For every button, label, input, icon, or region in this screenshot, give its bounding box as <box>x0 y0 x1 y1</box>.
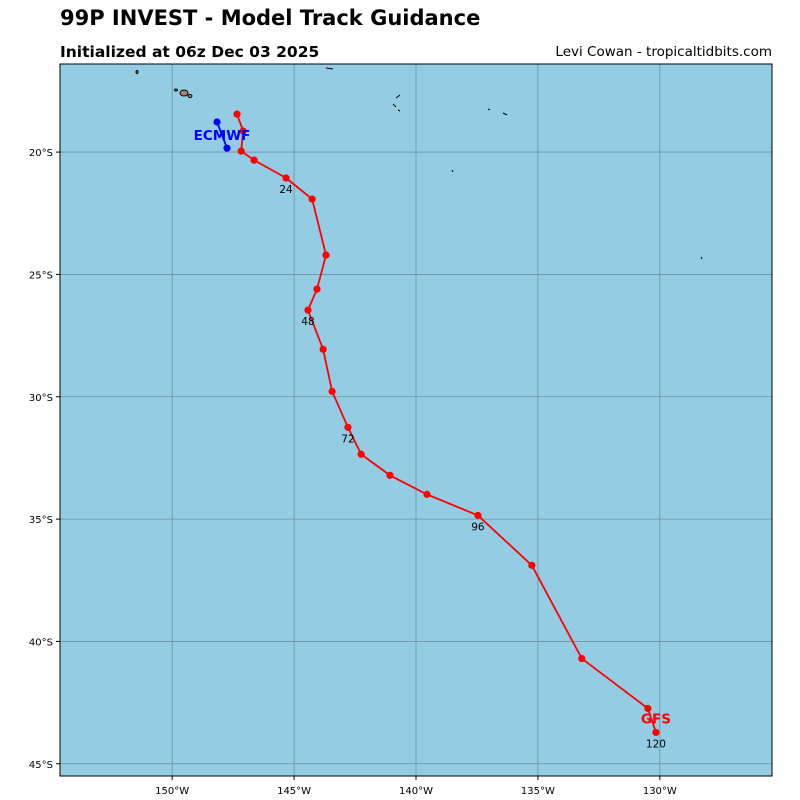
track-ecmwf: ECMWF <box>194 118 251 152</box>
island <box>325 67 334 70</box>
track-point <box>237 147 245 155</box>
track-point <box>250 156 258 164</box>
track-point <box>386 471 394 479</box>
track-point <box>304 306 312 314</box>
island <box>700 256 703 260</box>
track-gfs: 24 48 72 96 120 GFS <box>233 110 671 750</box>
track-point <box>282 174 290 182</box>
lon-tick-label: 140°W <box>399 786 433 797</box>
lat-tick-label: 45°S <box>29 760 53 771</box>
track-point <box>578 654 586 663</box>
track-line <box>236 113 657 733</box>
model-tracks: 24 48 72 96 120 GFS ECMWF <box>194 110 671 750</box>
track-point <box>313 285 321 293</box>
track-point <box>652 728 660 737</box>
track-point <box>357 450 365 458</box>
island <box>451 169 454 173</box>
track-point <box>223 144 231 152</box>
model-label: GFS <box>641 711 671 727</box>
init-time: Initialized at 06z Dec 03 2025 <box>60 43 320 61</box>
model-label: ECMWF <box>194 128 251 144</box>
forecast-hour-label: 72 <box>341 433 354 445</box>
lat-tick-label: 30°S <box>29 393 53 404</box>
track-point <box>233 110 241 118</box>
track-point <box>213 118 221 126</box>
credit: Levi Cowan - tropicaltidbits.com <box>555 44 772 60</box>
island <box>187 94 193 98</box>
island <box>487 108 508 116</box>
island <box>179 89 189 97</box>
track-point <box>239 127 247 135</box>
gridlines <box>60 64 772 776</box>
track-point <box>474 511 482 520</box>
lat-tick-label: 25°S <box>29 270 53 281</box>
island <box>395 94 401 99</box>
forecast-hour-label: 120 <box>646 738 666 750</box>
track-point <box>528 561 536 569</box>
island <box>392 103 401 112</box>
forecast-hour-label: 96 <box>471 521 485 533</box>
lat-tick-label: 40°S <box>29 637 53 648</box>
track-point <box>322 251 330 259</box>
lon-tick-label: 150°W <box>155 786 189 797</box>
lat-tick-label: 20°S <box>29 148 53 159</box>
track-point <box>308 195 316 203</box>
axis-ticks: 150°W 145°W 140°W 135°W 130°W 20°S 25°S 30°S 35°… <box>29 148 677 797</box>
islands <box>135 67 703 260</box>
lon-tick-label: 145°W <box>277 786 311 797</box>
island <box>135 70 139 74</box>
track-point <box>319 345 327 353</box>
forecast-hour-label: 24 <box>279 184 293 196</box>
chart-title: 99P INVEST - Model Track Guidance <box>60 6 481 30</box>
lon-tick-label: 135°W <box>521 786 555 797</box>
track-point <box>644 704 652 713</box>
lon-tick-label: 130°W <box>643 786 677 797</box>
track-point <box>344 423 352 431</box>
lat-tick-label: 35°S <box>29 515 53 526</box>
island <box>174 88 178 92</box>
track-point <box>328 387 336 395</box>
track-line <box>216 121 228 149</box>
track-point <box>423 490 431 498</box>
forecast-hour-label: 48 <box>301 316 314 328</box>
